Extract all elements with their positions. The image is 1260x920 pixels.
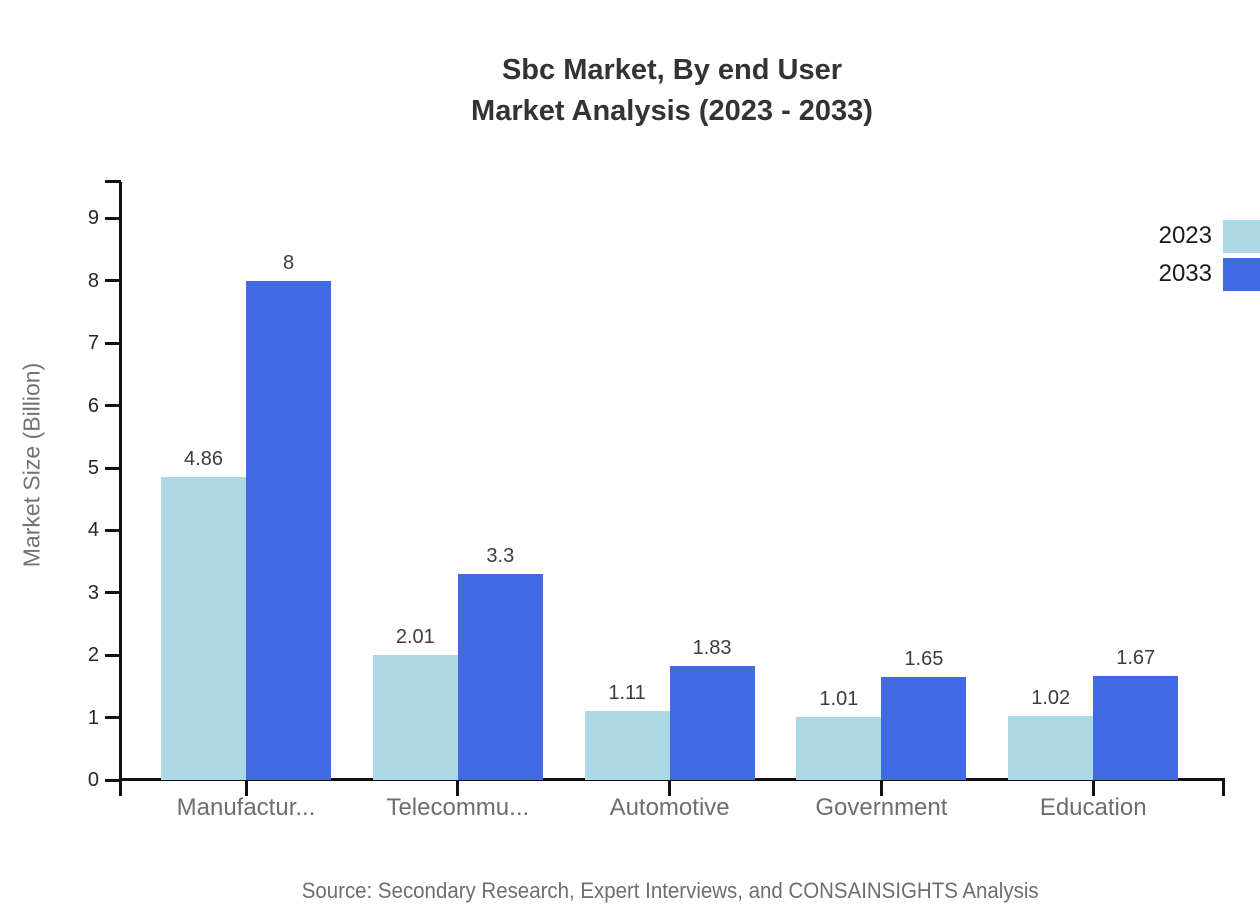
source-attribution: Source: Secondary Research, Expert Inter… (79, 878, 1260, 904)
legend: 2023 2033 (1100, 220, 1260, 296)
x-tick (668, 780, 672, 796)
bar-2023-Telecommu (372, 654, 458, 780)
y-tick-label: 4 (87, 519, 99, 542)
y-tick-label: 7 (87, 332, 99, 355)
x-tick (879, 780, 883, 796)
bar-value-label: 1.67 (1116, 646, 1156, 669)
y-tick (105, 404, 121, 408)
y-tick (105, 279, 121, 283)
bar-2023-Government (796, 716, 882, 780)
legend-item-2023: 2023 (1100, 220, 1260, 253)
bar-2033-Telecommu (457, 574, 543, 780)
x-tick (244, 780, 248, 796)
bar-2033-Manufactur (246, 280, 331, 780)
legend-swatch-2033-icon (1223, 258, 1260, 291)
bar-2023-Education (1008, 716, 1094, 780)
y-tick-label: 1 (87, 706, 99, 729)
y-axis-line (119, 182, 122, 796)
y-tick-label: 0 (87, 769, 99, 791)
y-axis-end-cap (105, 180, 121, 183)
legend-label-2023: 2023 (1158, 222, 1212, 249)
y-tick (105, 778, 121, 782)
x-category-label: Automotive (609, 794, 730, 821)
bar-2033-Education (1093, 675, 1179, 780)
x-tick (1091, 780, 1095, 796)
legend-swatch-2023-icon (1223, 220, 1260, 253)
y-tick (105, 216, 121, 220)
bar-2033-Government (881, 677, 967, 780)
x-category-label: Education (1039, 794, 1147, 821)
y-tick-label: 3 (87, 581, 99, 604)
legend-item-2033: 2033 (1100, 258, 1260, 291)
y-tick (105, 341, 121, 345)
bar-2023-Automotive (584, 710, 670, 780)
bar-value-label: 2.01 (395, 625, 435, 648)
bar-2033-Automotive (669, 665, 755, 780)
y-tick (105, 466, 121, 470)
bar-value-label: 3.3 (486, 545, 515, 568)
source-text: Source: Secondary Research, Expert Inter… (301, 878, 1039, 903)
y-tick-label: 2 (87, 644, 99, 667)
y-tick-label: 5 (87, 457, 99, 479)
y-tick (105, 716, 121, 720)
chart-title-line1: Sbc Market, By end User (501, 54, 843, 86)
y-tick-label: 6 (87, 394, 99, 417)
y-tick (105, 653, 121, 657)
legend-label-2033: 2033 (1158, 260, 1212, 287)
y-tick-label: 9 (87, 207, 99, 230)
bar-value-label: 1.02 (1031, 687, 1071, 710)
y-tick-label: 8 (87, 269, 99, 292)
y-tick (105, 591, 121, 595)
x-category-label: Government (815, 794, 948, 821)
bar-value-label: 8 (282, 251, 295, 274)
bar-value-label: 4.86 (184, 447, 223, 470)
bar-value-label: 1.65 (904, 648, 944, 671)
x-axis-end-cap (1222, 780, 1225, 796)
x-tick (456, 780, 460, 796)
bar-value-label: 1.83 (692, 636, 732, 659)
y-tick (105, 528, 121, 532)
bar-value-label: 1.11 (608, 681, 646, 704)
chart-title: Sbc Market, By end User Market Analysis … (121, 50, 1223, 132)
x-category-label: Manufactur... (176, 794, 316, 821)
chart-title-line2: Market Analysis (2023 - 2033) (471, 95, 873, 127)
bar-value-label: 1.01 (819, 687, 859, 710)
x-category-label: Telecommu... (386, 794, 530, 821)
bar-2023-Manufactur (161, 476, 246, 780)
